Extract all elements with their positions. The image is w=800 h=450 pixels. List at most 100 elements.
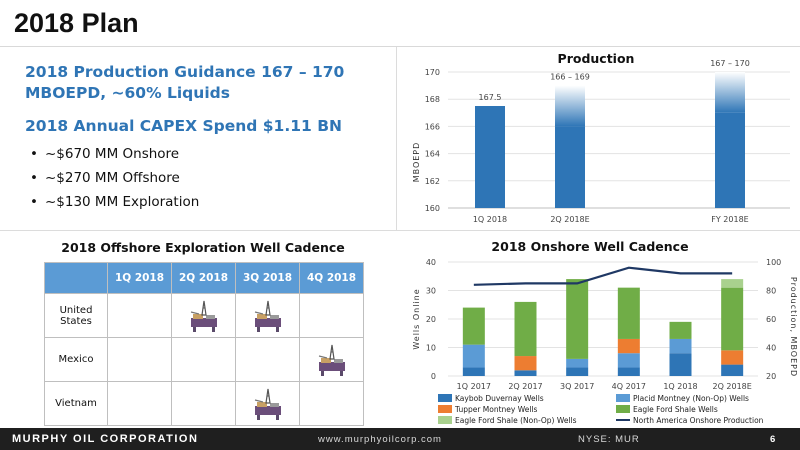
footer-website: www.murphyoilcorp.com: [318, 434, 442, 445]
bullet-exploration: ~$130 MM Exploration: [30, 190, 199, 214]
cadence-quarter-header: 1Q 2018: [107, 262, 172, 294]
production-value-label: 167 – 170: [710, 59, 750, 68]
vertical-divider: [396, 47, 397, 230]
production-value-label: 167.5: [479, 93, 502, 102]
cadence-cell: [235, 293, 300, 338]
production-bar: [555, 126, 585, 208]
offshore-cadence-title: 2018 Offshore Exploration Well Cadence: [61, 240, 345, 255]
footer-company-name: MURPHY OIL CORPORATION: [12, 433, 199, 445]
cadence-cell: [235, 337, 300, 382]
onshore-y-tick-label: 10: [426, 344, 436, 353]
production-bar: [475, 106, 505, 208]
onshore-y2-tick-label: 80: [766, 287, 776, 296]
production-y-axis-label: MBOEPD: [412, 142, 421, 183]
onshore-x-tick-label: 1Q 2017: [457, 382, 491, 391]
production-chart-title: Production: [558, 51, 635, 66]
onshore-x-tick-label: 2Q 2018E: [712, 382, 751, 391]
onshore-y2-tick-label: 100: [766, 258, 781, 267]
legend-label: Kaybob Duvernay Wells: [455, 394, 544, 403]
cadence-cell: [235, 381, 300, 426]
footer-ticker: NYSE: MUR: [578, 434, 640, 445]
cadence-quarter-header: 4Q 2018: [299, 262, 364, 294]
onshore-y2-ticks: 20 40 60 80 100: [766, 258, 781, 381]
production-x-tick-label: 1Q 2018: [473, 215, 507, 224]
production-y-tick-label: 168: [425, 95, 440, 104]
onshore-bar-segment: [566, 367, 589, 376]
production-y-tick-label: 170: [425, 68, 440, 77]
onshore-bar-segment: [462, 307, 485, 345]
onshore-y2-tick-label: 60: [766, 315, 776, 324]
onshore-bar-segment: [514, 356, 537, 371]
production-bar: [715, 112, 745, 208]
cadence-country: Vietnam: [44, 381, 108, 426]
onshore-y-tick-label: 30: [426, 287, 436, 296]
onshore-bar-segment: [721, 279, 744, 288]
cadence-cell: [299, 381, 364, 426]
legend-swatch: [438, 394, 452, 402]
production-y-tick-label: 164: [425, 150, 440, 159]
legend-label: North America Onshore Production: [633, 416, 764, 425]
onshore-bar-segment: [617, 353, 640, 368]
page-title: 2018 Plan: [14, 8, 139, 38]
onshore-x-tick-label: 4Q 2017: [612, 382, 646, 391]
cadence-cell: [171, 293, 236, 338]
legend-swatch: [616, 405, 630, 413]
production-bars: [475, 72, 745, 208]
production-range-bar: [715, 72, 745, 113]
onshore-y2-tick-label: 40: [766, 344, 776, 353]
onshore-x-tick-label: 2Q 2017: [508, 382, 542, 391]
production-value-label: 166 – 169: [550, 73, 590, 82]
footer-bar: [0, 428, 800, 450]
onshore-x-tick-label: 3Q 2017: [560, 382, 594, 391]
onshore-bar-segment: [721, 364, 744, 376]
production-chart: Production MBOEPD 160 162 164 166 168 170 167…: [412, 51, 790, 224]
cadence-cell: [299, 337, 364, 382]
capex-breakdown-list: ~$670 MM Onshore ~$270 MM Offshore ~$130…: [30, 142, 199, 214]
production-range-bar: [555, 85, 585, 127]
production-y-ticks: 160 162 164 166 168 170: [425, 68, 440, 213]
onshore-y-axis-label: Wells Online: [412, 288, 421, 349]
cadence-cell: [171, 337, 236, 382]
cadence-row-united-states: United States: [44, 293, 364, 338]
bullet-onshore: ~$670 MM Onshore: [30, 142, 199, 166]
onshore-bar-segment: [669, 338, 692, 354]
onshore-stacked-bars: [462, 279, 744, 376]
cadence-cell: [107, 293, 172, 338]
onshore-bar-segment: [721, 350, 744, 365]
production-value-labels: 167.5 166 – 169 167 – 170: [479, 59, 750, 102]
production-guidance-heading: 2018 Production Guidance 167 – 170 MBOEP…: [25, 63, 345, 102]
cadence-header-row: 1Q 2018 2Q 2018 3Q 2018 4Q 2018: [44, 262, 364, 294]
title-divider: [0, 46, 800, 47]
legend-swatch: [616, 394, 630, 402]
cadence-cell: [107, 337, 172, 382]
legend-label: Placid Montney (Non-Op) Wells: [633, 394, 749, 403]
onshore-x-ticks: 1Q 2017 2Q 2017 3Q 2017 4Q 2017 1Q 2018 2Q 20…: [457, 382, 752, 391]
onshore-bar-segment: [462, 344, 485, 368]
production-x-ticks: 1Q 2018 2Q 2018E FY 2018E: [473, 215, 749, 224]
cadence-quarter-header: 3Q 2018: [235, 262, 300, 294]
bullet-offshore: ~$270 MM Offshore: [30, 166, 199, 190]
production-x-tick-label: 2Q 2018E: [550, 215, 589, 224]
onshore-bar-segment: [617, 338, 640, 354]
onshore-bar-segment: [462, 367, 485, 376]
offshore-cadence-table: 1Q 2018 2Q 2018 3Q 2018 4Q 2018 United S…: [44, 262, 364, 426]
legend-label: Eagle Ford Shale (Non-Op) Wells: [455, 416, 577, 425]
onshore-bar-segment: [514, 370, 537, 376]
onshore-y-tick-label: 40: [426, 258, 436, 267]
onshore-gridlines: [448, 261, 758, 377]
onshore-bar-segment: [669, 353, 692, 376]
cadence-country: Mexico: [44, 337, 108, 382]
production-y-tick-label: 166: [425, 122, 440, 131]
onshore-y-tick-label: 20: [426, 315, 436, 324]
production-x-tick-label: FY 2018E: [711, 215, 748, 224]
onshore-y2-tick-label: 20: [766, 372, 776, 381]
cadence-country: United States: [44, 293, 108, 338]
onshore-bar-segment: [617, 287, 640, 339]
onshore-bar-segment: [721, 287, 744, 351]
onshore-bar-segment: [514, 301, 537, 357]
production-y-tick-label: 160: [425, 204, 440, 213]
onshore-production-line: [473, 266, 733, 286]
onshore-y-tick-label: 0: [431, 372, 436, 381]
drilling-rig-icon: [254, 300, 281, 332]
cadence-cell: [299, 293, 364, 338]
